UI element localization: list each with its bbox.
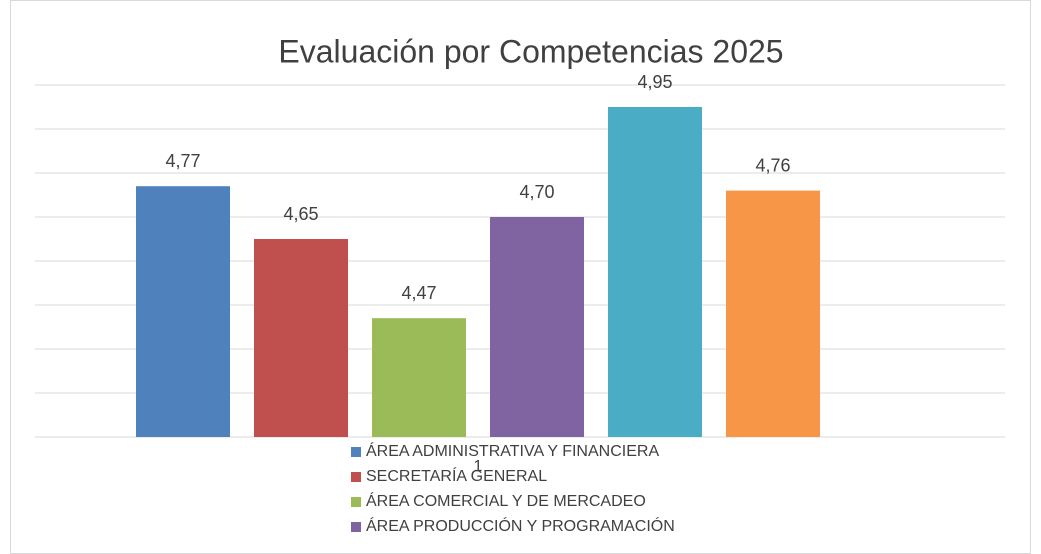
data-label: 4,77: [165, 151, 200, 171]
bar: [372, 318, 466, 437]
legend-swatch: [351, 472, 361, 482]
data-label: 4,70: [519, 182, 554, 202]
legend-label: ÁREA COMERCIAL Y DE MERCADEO: [366, 491, 646, 510]
legend-label: SECRETARÍA GENERAL: [366, 466, 547, 485]
data-label: 4,47: [401, 283, 436, 303]
bar: [490, 217, 584, 437]
data-label: 4,95: [637, 72, 672, 92]
legend-swatch: [351, 522, 361, 532]
legend-label: ÁREA ADMINISTRATIVA Y FINANCIERA: [366, 441, 659, 460]
bar: [254, 239, 348, 437]
legend-swatch: [351, 447, 361, 457]
data-label: 4,76: [755, 155, 790, 175]
legend-label: ÁREA PRODUCCIÓN Y PROGRAMACIÓN: [366, 516, 675, 535]
bar: [726, 190, 820, 437]
chart-title: Evaluación por Competencias 2025: [278, 33, 783, 69]
legend-swatch: [351, 497, 361, 507]
bar: [608, 107, 702, 437]
data-label: 4,65: [283, 204, 318, 224]
bar: [136, 186, 230, 437]
x-tick-label: 1: [474, 458, 483, 475]
